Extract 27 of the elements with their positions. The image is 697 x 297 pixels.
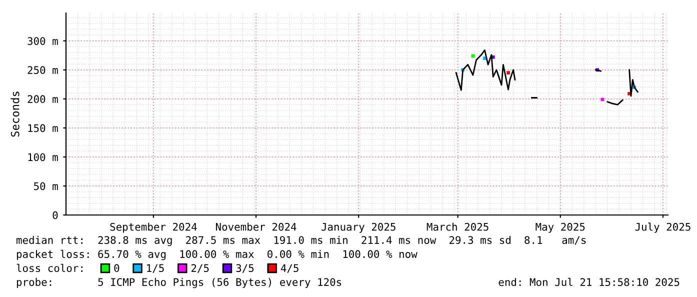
text: packet loss: 65.70 % avg 100.00 % max 0.00 % min 100.00 % now [16, 250, 418, 260]
y-tick-label: 150 m [28, 124, 58, 132]
point [600, 98, 604, 102]
y-axis-title: Seconds [10, 92, 20, 137]
x-tick-label: May 2025 [536, 222, 585, 233]
y-tick-label: 300 m [28, 37, 58, 45]
text: end: Mon Jul 21 15:58:10 2025 [498, 278, 680, 286]
y-tick-label: 0 [52, 211, 58, 220]
legend-label: 1/5 [147, 264, 164, 273]
legend-title: loss color: [16, 264, 82, 272]
legend-label: 2/5 [191, 264, 209, 273]
text: median rtt: 238.8 ms avg 287.5 ms max 191.0 ms min 211.4 ms now 29.3 ms sd 8.1 am/s [16, 236, 586, 246]
y-tick-label: 250 m [28, 66, 58, 74]
point [471, 54, 475, 58]
text: probe: 5 ICMP Echo Pings (56 Bytes) every 120s [16, 278, 342, 288]
point [506, 71, 510, 74]
y-tick-label: 50 m [34, 182, 58, 190]
x-tick-label: March 2025 [426, 222, 488, 231]
legend-label: 3/5 [236, 264, 254, 273]
x-tick-label: November 2024 [216, 222, 296, 231]
x-tick-label: September 2024 [110, 222, 197, 233]
y-tick-label: 200 m [28, 95, 58, 104]
legend-label: 0 [114, 264, 120, 272]
x-tick-label: July 2025 [635, 222, 690, 233]
legend-label: 4/5 [280, 264, 298, 273]
x-tick-label: January 2025 [322, 222, 396, 233]
y-tick-label: 100 m [28, 153, 58, 162]
